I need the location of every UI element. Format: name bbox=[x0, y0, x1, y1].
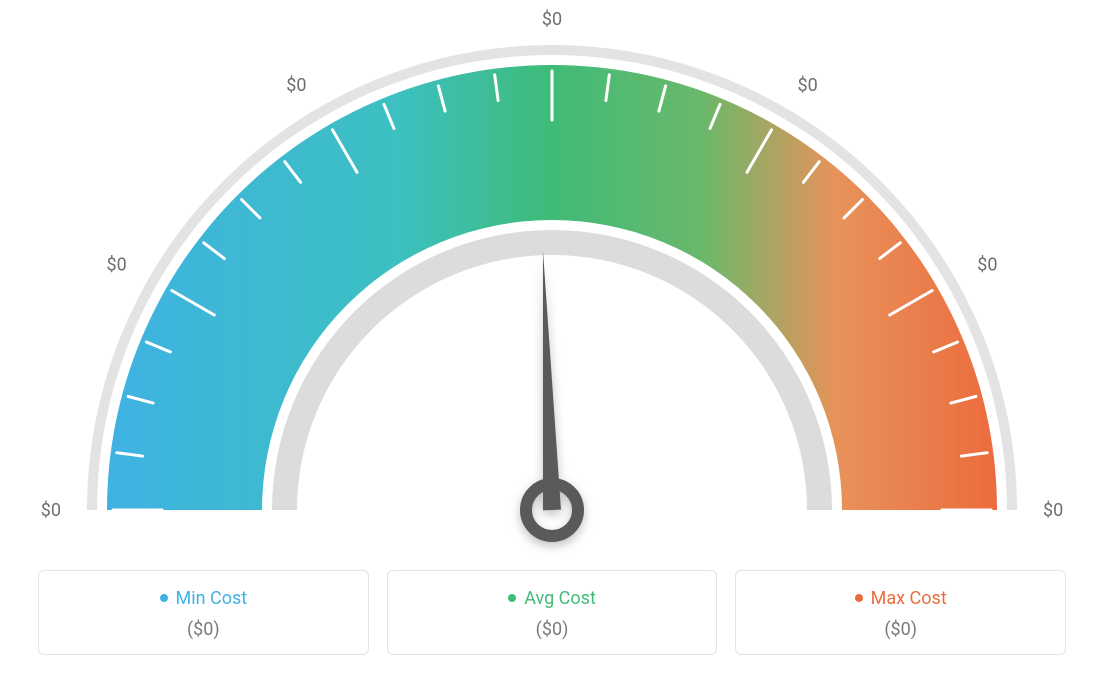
gauge-svg: $0 $0 $0 $0 $0 $0 $0 bbox=[0, 0, 1104, 560]
legend-value: ($0) bbox=[746, 619, 1055, 640]
legend-card-max: Max Cost ($0) bbox=[735, 570, 1066, 655]
gauge-tick-label: $0 bbox=[542, 9, 562, 30]
legend-value: ($0) bbox=[398, 619, 707, 640]
gauge-tick-label: $0 bbox=[977, 255, 997, 276]
gauge-chart: $0 $0 $0 $0 $0 $0 $0 bbox=[0, 0, 1104, 560]
dot-icon bbox=[855, 594, 863, 602]
gauge-tick-label: $0 bbox=[41, 500, 61, 521]
gauge-tick-label: $0 bbox=[1043, 500, 1063, 521]
legend-title-avg: Avg Cost bbox=[508, 588, 596, 609]
legend-title-max: Max Cost bbox=[855, 588, 947, 609]
gauge-tick-label: $0 bbox=[286, 75, 306, 96]
gauge-tick-label: $0 bbox=[107, 255, 127, 276]
legend-card-min: Min Cost ($0) bbox=[38, 570, 369, 655]
legend-card-avg: Avg Cost ($0) bbox=[387, 570, 718, 655]
legend-label: Max Cost bbox=[871, 588, 947, 609]
legend-label: Avg Cost bbox=[524, 588, 596, 609]
gauge-tick-label: $0 bbox=[798, 75, 818, 96]
dot-icon bbox=[508, 594, 516, 602]
dot-icon bbox=[160, 594, 168, 602]
legend-row: Min Cost ($0) Avg Cost ($0) Max Cost ($0… bbox=[0, 570, 1104, 655]
legend-label: Min Cost bbox=[176, 588, 248, 609]
gauge-needle bbox=[526, 250, 578, 536]
legend-title-min: Min Cost bbox=[160, 588, 248, 609]
legend-value: ($0) bbox=[49, 619, 358, 640]
